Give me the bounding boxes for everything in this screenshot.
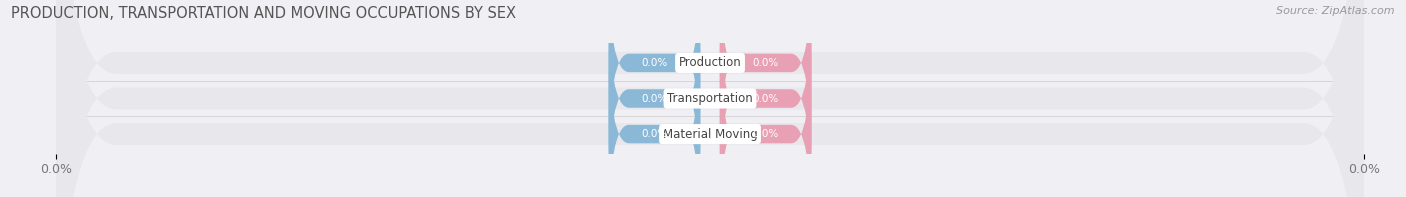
FancyBboxPatch shape [720,0,811,197]
FancyBboxPatch shape [56,0,1364,197]
FancyBboxPatch shape [56,0,1364,197]
Text: 0.0%: 0.0% [641,58,668,68]
Legend: Male, Female: Male, Female [647,193,773,197]
FancyBboxPatch shape [720,0,811,164]
Text: 0.0%: 0.0% [752,94,779,103]
Text: Material Moving: Material Moving [662,128,758,141]
FancyBboxPatch shape [56,0,1364,197]
Text: 0.0%: 0.0% [641,94,668,103]
FancyBboxPatch shape [720,33,811,197]
Text: 0.0%: 0.0% [641,129,668,139]
FancyBboxPatch shape [609,33,700,197]
FancyBboxPatch shape [609,0,700,164]
Text: 0.0%: 0.0% [752,58,779,68]
Text: PRODUCTION, TRANSPORTATION AND MOVING OCCUPATIONS BY SEX: PRODUCTION, TRANSPORTATION AND MOVING OC… [11,6,516,21]
Text: 0.0%: 0.0% [752,129,779,139]
FancyBboxPatch shape [609,0,700,197]
Text: Transportation: Transportation [668,92,752,105]
Text: Production: Production [679,56,741,69]
Text: Source: ZipAtlas.com: Source: ZipAtlas.com [1277,6,1395,16]
